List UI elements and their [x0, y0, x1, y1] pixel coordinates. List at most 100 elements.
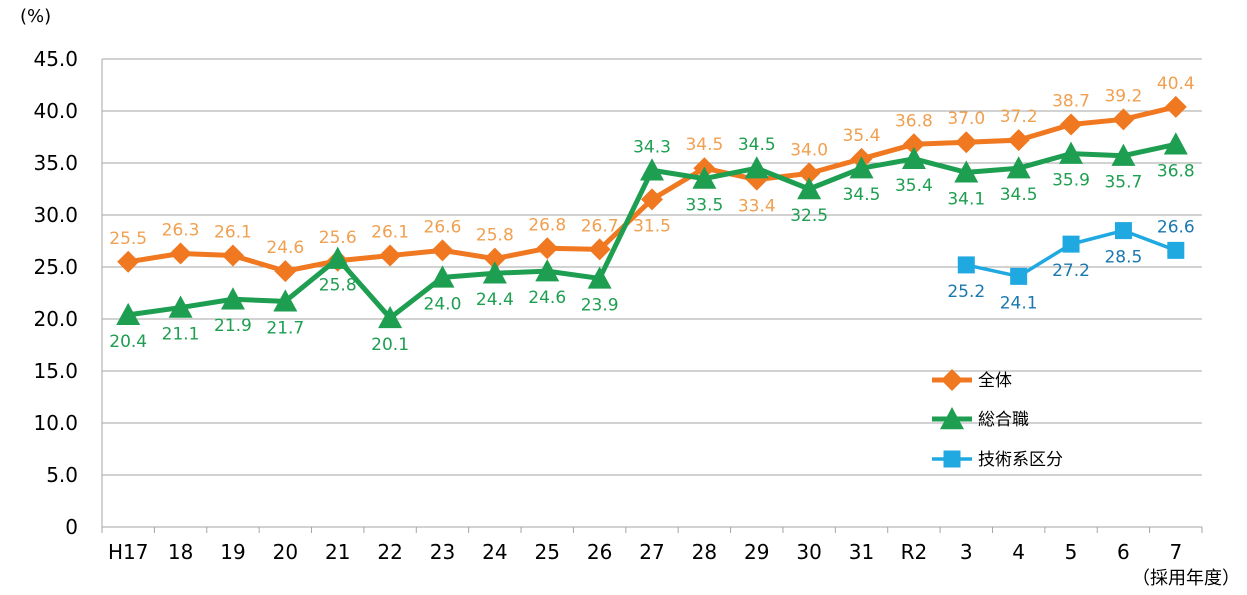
- y-tick-label: 30.0: [33, 203, 78, 227]
- x-tick-label: 28: [692, 540, 717, 564]
- data-label: 34.3: [633, 137, 671, 157]
- legend-marker: [941, 369, 963, 391]
- x-tick-label: 6: [1117, 540, 1130, 564]
- x-tick-label: 19: [220, 540, 245, 564]
- data-label: 36.8: [1157, 161, 1195, 181]
- x-tick-label: 21: [325, 540, 350, 564]
- data-label: 40.4: [1157, 74, 1195, 94]
- data-label: 25.6: [319, 228, 357, 248]
- data-label: 34.5: [843, 185, 881, 205]
- x-tick-label: 25: [535, 540, 560, 564]
- legend-label: 技術系区分: [978, 450, 1063, 470]
- data-label: 24.4: [476, 290, 514, 310]
- data-point-marker: [1163, 132, 1188, 155]
- data-label: 26.1: [214, 223, 252, 243]
- y-tick-label: 15.0: [33, 359, 78, 383]
- data-label: 24.6: [528, 288, 566, 308]
- data-point-marker: [483, 247, 506, 270]
- data-label: 34.1: [947, 189, 985, 209]
- data-point-marker: [482, 261, 507, 284]
- data-label: 24.0: [424, 294, 462, 314]
- data-point-marker: [168, 295, 193, 318]
- data-point-marker: [325, 246, 350, 269]
- x-tick-label: 20: [273, 540, 298, 564]
- data-point-marker: [273, 289, 298, 312]
- x-tick-label: H17: [108, 540, 149, 564]
- x-tick-label: 29: [744, 540, 769, 564]
- data-label: 37.0: [947, 109, 985, 129]
- x-tick-label: 24: [482, 540, 507, 564]
- data-label: 20.4: [109, 332, 147, 352]
- x-tick-label: 18: [168, 540, 193, 564]
- x-tick-label: 26: [587, 540, 612, 564]
- data-label: 34.5: [738, 135, 776, 155]
- data-label: 36.8: [895, 111, 933, 131]
- x-tick-label: 30: [796, 540, 821, 564]
- data-label: 35.7: [1104, 173, 1142, 193]
- y-tick-label: 0: [65, 515, 78, 539]
- axes: [101, 59, 1203, 533]
- legend-label: 全体: [978, 371, 1012, 391]
- data-point-marker: [274, 260, 297, 283]
- data-point-marker: [1059, 141, 1084, 164]
- data-point-marker: [641, 188, 663, 211]
- data-point-marker: [535, 259, 560, 282]
- data-label: 25.5: [109, 229, 147, 249]
- data-point-marker: [849, 156, 874, 179]
- data-point-marker: [955, 131, 978, 154]
- data-point-marker: [692, 166, 717, 189]
- y-tick-label: 45.0: [33, 47, 78, 71]
- data-point-marker: [797, 177, 822, 200]
- data-point-marker: [1060, 113, 1083, 136]
- y-axis-ticks: 0 5.0 10.0 15.0 20.0 25.0 30.0 35.0 40.0 45.0: [33, 47, 78, 539]
- data-label: 33.5: [685, 196, 723, 216]
- y-tick-label: 20.0: [33, 307, 78, 331]
- x-axis-title: （採用年度）: [1132, 568, 1240, 589]
- y-axis-unit-label: (%): [20, 6, 51, 27]
- data-label: 39.2: [1104, 86, 1142, 106]
- x-tick-label: 5: [1065, 540, 1078, 564]
- data-label: 20.1: [371, 335, 409, 355]
- data-label: 28.5: [1104, 248, 1142, 268]
- data-label: 25.8: [476, 226, 514, 246]
- y-tick-label: 25.0: [33, 255, 78, 279]
- data-label: 26.6: [1157, 217, 1195, 237]
- data-label: 34.5: [685, 135, 723, 155]
- data-label: 26.3: [162, 220, 200, 240]
- data-label: 25.2: [947, 282, 985, 302]
- data-label: 32.5: [790, 206, 828, 226]
- data-point-marker: [431, 239, 454, 262]
- x-tick-label: 7: [1169, 540, 1182, 564]
- x-tick-label: 23: [430, 540, 455, 564]
- y-tick-label: 40.0: [33, 99, 78, 123]
- y-tick-label: 35.0: [33, 151, 78, 175]
- x-tick-label: R2: [901, 540, 928, 564]
- data-point-marker: [379, 244, 402, 267]
- data-point-marker: [1112, 108, 1135, 131]
- data-point-marker: [744, 156, 769, 179]
- data-point-marker: [902, 133, 925, 156]
- data-label: 24.1: [1000, 293, 1038, 313]
- data-label: 35.4: [895, 176, 933, 196]
- y-tick-label: 5.0: [46, 463, 78, 487]
- data-point-marker: [957, 256, 975, 274]
- data-point-marker: [536, 237, 559, 260]
- data-point-marker: [378, 305, 403, 329]
- data-point-marker: [1010, 267, 1028, 285]
- data-label: 38.7: [1052, 92, 1090, 112]
- data-point-marker: [1164, 95, 1187, 118]
- data-point-marker: [1111, 143, 1136, 166]
- data-label: 23.9: [581, 295, 619, 315]
- x-tick-label: 22: [377, 540, 402, 564]
- data-point-marker: [116, 302, 141, 326]
- data-label: 34.5: [1000, 185, 1038, 205]
- legend-marker: [943, 450, 961, 468]
- data-label: 34.0: [790, 140, 828, 160]
- data-point-marker: [954, 160, 979, 183]
- x-tick-label: 3: [960, 540, 973, 564]
- data-point-marker: [588, 238, 611, 261]
- data-point-marker: [1007, 129, 1030, 152]
- data-point-marker: [1006, 156, 1031, 179]
- legend-marker: [940, 407, 964, 430]
